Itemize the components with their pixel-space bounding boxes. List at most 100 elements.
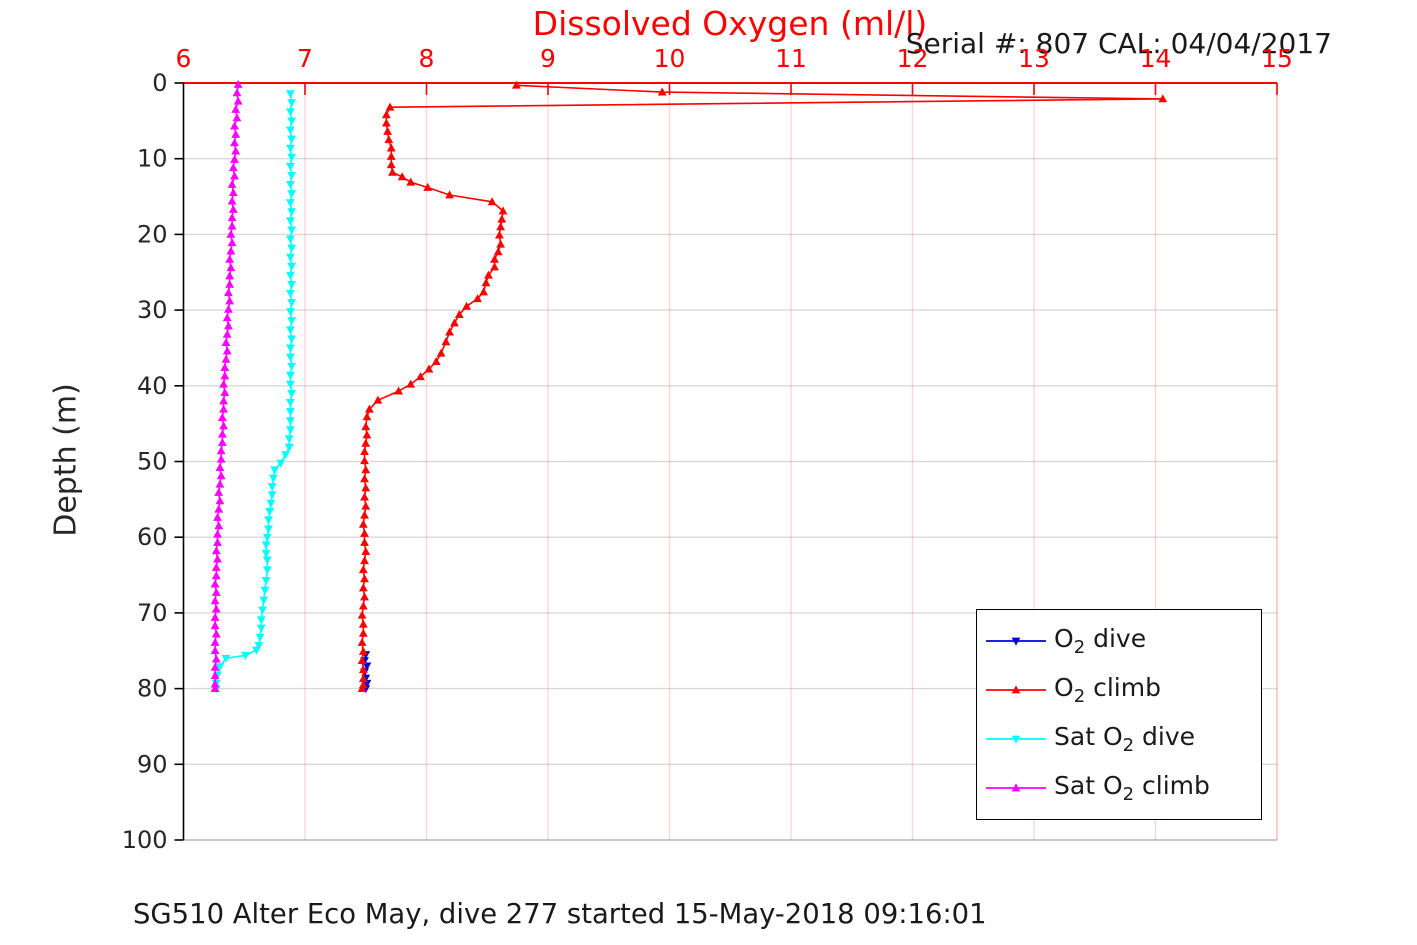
series-sat-o2-climb-marker: [232, 113, 242, 122]
series-o2-climb-marker: [490, 254, 499, 263]
legend-o2-dive-marker: [1011, 637, 1021, 646]
series-o2-climb-marker: [424, 364, 434, 373]
series-sat-o2-climb-marker: [216, 454, 226, 463]
series-sat-o2-climb-marker: [230, 138, 239, 147]
series-o2-climb-marker: [454, 310, 464, 319]
series-sat-o2-climb-marker: [217, 429, 227, 438]
series-sat-o2-dive-marker: [286, 108, 295, 117]
series-o2-climb-marker: [358, 628, 368, 637]
series-sat-o2-dive-marker: [256, 616, 266, 625]
tick-label-x-12: 12: [897, 44, 929, 73]
series-sat-o2-climb-marker: [214, 504, 224, 513]
series-sat-o2-climb-marker: [210, 662, 220, 671]
series-o2-climb-marker: [358, 583, 368, 592]
series-sat-o2-climb-marker: [225, 271, 235, 280]
series-sat-o2-dive-marker: [215, 663, 225, 672]
series-o2-climb-marker: [362, 412, 372, 421]
series-o2-climb-marker: [441, 337, 451, 346]
series-sat-o2-dive-marker: [286, 380, 295, 389]
series-sat-o2-climb-marker: [211, 587, 221, 596]
series-o2-climb-marker: [495, 230, 504, 239]
series-sat-o2-dive-marker: [276, 459, 286, 468]
series-o2-climb-marker: [496, 239, 506, 248]
series-sat-o2-climb-marker: [220, 371, 230, 380]
legend-entry-sat-o2-climb: Sat O2 climb: [977, 764, 1261, 812]
series-sat-o2-climb-marker: [214, 487, 224, 496]
tick-label-x-11: 11: [775, 44, 807, 73]
series-o2-dive-marker: [362, 662, 372, 671]
series-sat-o2-dive-marker: [286, 144, 295, 153]
series-o2-climb-marker: [358, 674, 368, 683]
series-o2-climb-marker: [358, 565, 368, 574]
series-sat-o2-climb-marker: [231, 146, 241, 155]
series-sat-o2-dive-marker: [265, 508, 275, 517]
series-o2-climb-marker: [361, 501, 371, 510]
series-o2-climb-marker: [360, 556, 369, 565]
tick-label-x-8: 8: [419, 44, 435, 73]
series-o2-climb-marker: [360, 447, 369, 456]
series-sat-o2-climb-marker: [210, 637, 220, 646]
tick-label-x-6: 6: [176, 44, 192, 73]
tick-label-x-7: 7: [297, 44, 313, 73]
series-sat-o2-dive-marker: [270, 466, 280, 475]
series-sat-o2-climb-marker: [211, 571, 221, 580]
series-sat-o2-climb-marker: [225, 279, 235, 288]
series-sat-o2-dive-marker: [287, 153, 297, 162]
tick-label-x-14: 14: [1140, 44, 1172, 73]
series-sat-o2-dive: [211, 90, 297, 694]
series-sat-o2-dive-marker: [260, 586, 270, 595]
series-o2-climb-marker: [385, 102, 395, 111]
series-sat-o2-climb-marker: [225, 254, 235, 263]
series-o2-climb-marker: [358, 519, 368, 528]
series-o2-climb-marker: [484, 270, 493, 279]
series-o2-climb-marker: [498, 206, 508, 215]
series-o2-climb-marker: [462, 301, 471, 310]
series-o2-climb-marker: [360, 592, 369, 601]
series-sat-o2-dive-marker: [262, 556, 272, 565]
series-o2-climb-marker: [481, 278, 491, 287]
series-sat-o2-climb-marker: [210, 612, 220, 621]
legend-entry-o2-dive: O2 dive: [977, 617, 1261, 665]
series-o2-climb-marker: [357, 684, 367, 692]
series-sat-o2-dive-marker: [286, 417, 295, 426]
series-sat-o2-dive-marker: [286, 199, 295, 208]
series-o2-climb-marker: [358, 665, 368, 674]
series-sat-o2-climb-marker: [219, 421, 228, 430]
series-o2-climb-marker: [445, 327, 454, 336]
series-sat-o2-climb-marker: [227, 179, 237, 188]
series-sat-o2-dive-marker: [287, 171, 297, 180]
series-o2-climb-marker: [357, 637, 367, 646]
series-sat-o2-climb: [210, 79, 243, 692]
series-sat-o2-dive-marker: [286, 253, 295, 262]
series-sat-o2-climb-marker: [220, 388, 230, 397]
series-sat-o2-climb-marker: [210, 596, 220, 605]
tick-label-y-100: 100: [122, 826, 168, 854]
series-o2-climb-marker: [657, 87, 667, 96]
series-sat-o2-climb-marker: [211, 654, 221, 663]
series-sat-o2-climb-marker: [216, 446, 226, 455]
legend-label-sat-o2-climb: Sat O2 climb: [1054, 771, 1210, 806]
series-sat-o2-climb-marker: [213, 529, 222, 538]
series-sat-o2-climb-marker: [210, 579, 220, 588]
series-sat-o2-dive-marker: [261, 541, 271, 550]
series-sat-o2-dive-marker: [287, 280, 297, 289]
tick-label-y-40: 40: [137, 372, 168, 400]
series-sat-o2-dive-marker: [261, 549, 271, 558]
series-sat-o2-dive-marker: [286, 162, 295, 171]
series-o2-climb-marker: [450, 318, 459, 327]
series-sat-o2-dive-marker: [281, 451, 290, 460]
series-o2-climb-marker: [1158, 94, 1168, 103]
series-sat-o2-dive-marker: [287, 262, 297, 271]
series-o2-climb-marker: [386, 151, 396, 160]
series-sat-o2-climb-marker: [232, 88, 242, 97]
series-sat-o2-climb-marker: [213, 554, 222, 563]
series-sat-o2-climb-marker: [227, 221, 237, 230]
series-o2-climb-marker: [358, 619, 368, 628]
tick-labels: 6 7 8 9 10 11 12 13 14 15 0 10 20 30 40 50 60 70 80 90 100: [122, 44, 1293, 854]
chart-title: Dissolved Oxygen (ml/l): [532, 4, 928, 43]
series-sat-o2-climb-marker: [227, 238, 237, 247]
tick-label-y-30: 30: [137, 296, 168, 324]
figure-caption: SG510 Alter Eco May, dive 277 started 15…: [133, 897, 987, 930]
legend-sat-o2-dive-marker: [1011, 735, 1021, 744]
series-sat-o2-climb-marker: [213, 512, 222, 521]
